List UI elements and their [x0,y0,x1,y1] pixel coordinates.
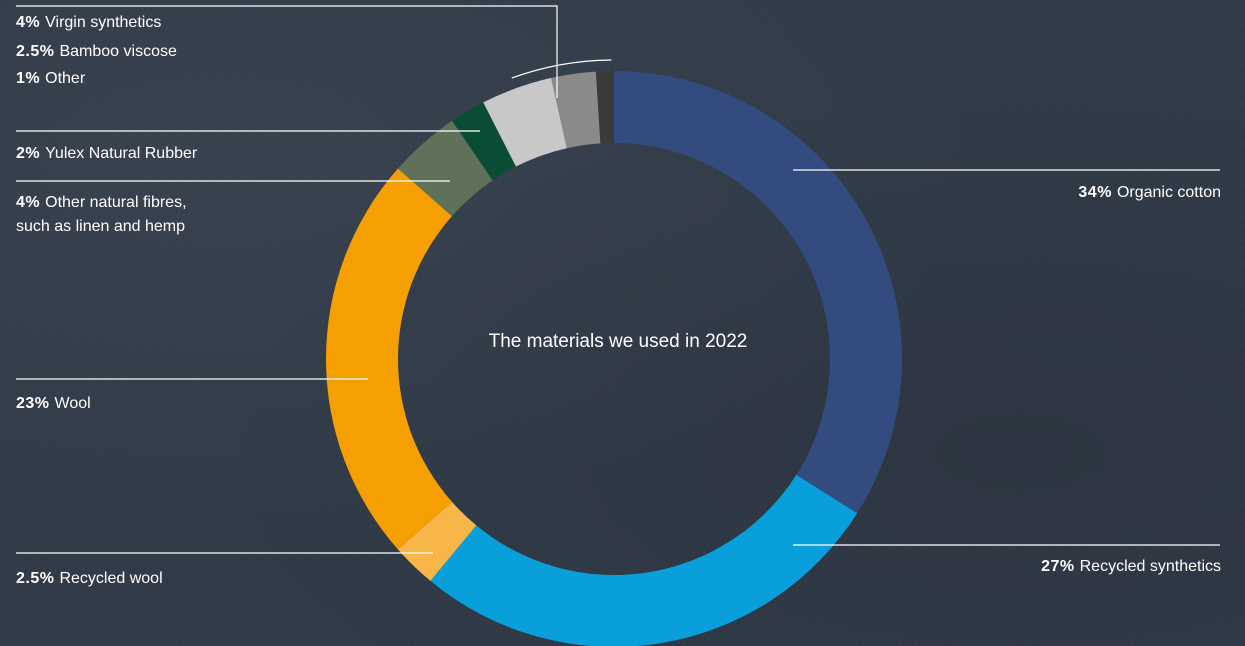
legend-value: 4% [16,194,41,211]
legend-text: Bamboo viscose [59,43,177,60]
legend-label-wool: 23% Wool [16,392,91,416]
donut-slice-other-natural-fibres [397,120,493,217]
legend-label-virgin-synthetics: 4% Virgin synthetics [16,11,161,35]
donut-slice-bamboo-viscose [551,71,601,149]
legend-label-recycled-wool: 2.5% Recycled wool [16,567,163,591]
legend-text: Wool [54,395,91,412]
legend-value: 27% [1041,558,1075,575]
legend-label-other-natural-fibres: 4% Other natural fibres, such as linen an… [16,191,187,239]
legend-value: 23% [16,395,50,412]
legend-value: 2.5% [16,43,55,60]
legend-text-line2: such as linen and hemp [16,218,185,235]
legend-label-bamboo-viscose: 2.5% Bamboo viscose [16,40,177,64]
donut-slice-virgin-synthetics [483,77,567,167]
legend-value: 2% [16,145,41,162]
legend-text: Recycled wool [59,570,163,587]
legend-text: Virgin synthetics [45,14,162,31]
leader-line-virgin-synthetics-group [16,5,558,98]
legend-value: 1% [16,70,41,87]
legend-label-organic-cotton: 34% Organic cotton [1078,181,1221,205]
legend-value: 2.5% [16,570,55,587]
legend-text: Other [45,70,86,87]
legend-label-yulex-natural-rubber: 2% Yulex Natural Rubber [16,142,197,166]
legend-text: Recycled synthetics [1079,558,1221,575]
legend-value: 34% [1078,184,1112,201]
donut-slice-recycled-wool [397,501,477,581]
legend-label-other: 1% Other [16,67,85,91]
donut-slice-other [595,71,614,144]
legend-value: 4% [16,14,41,31]
leader-arc-virgin-synthetics-group [511,59,612,79]
legend-label-recycled-synthetics: 27% Recycled synthetics [1041,555,1221,579]
donut-slice-recycled-synthetics [430,474,858,646]
chart-center-title: The materials we used in 2022 [488,331,748,352]
legend-text: Yulex Natural Rubber [45,145,198,162]
donut-slice-yulex-natural-rubber [452,102,516,181]
legend-text: Organic cotton [1116,184,1221,201]
donut-slice-wool [326,168,452,550]
legend-text: Other natural fibres, [45,194,187,211]
donut-slice-organic-cotton [614,71,902,514]
